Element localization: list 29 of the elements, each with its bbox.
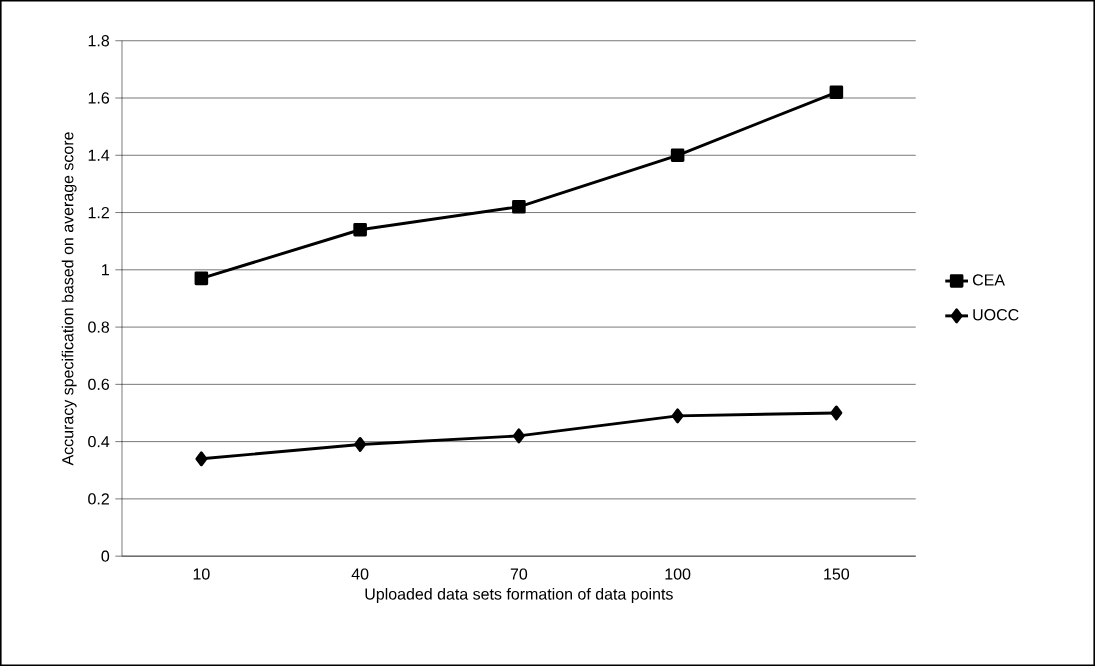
point (353, 222, 367, 237)
point (195, 451, 208, 467)
point (670, 148, 685, 162)
legend-label: CEA (972, 274, 1005, 286)
x-tick-label: 40 (351, 568, 369, 580)
y-tick-label: 0.8 (88, 321, 110, 333)
y-tick-label: 1.6 (88, 92, 110, 104)
x-tick-label: 10 (193, 568, 210, 580)
x-tick-label: 100 (665, 568, 691, 580)
y-tick-label: 1.2 (88, 206, 109, 219)
point (512, 428, 525, 444)
point (194, 271, 209, 286)
y-tick-label: 0.2 (88, 493, 109, 505)
x-tick-label: 150 (824, 568, 850, 580)
y-tick-label: 1.8 (88, 35, 110, 47)
y-tick-label: 1 (102, 264, 109, 276)
y-axis-title: Accuracy specification based on average score (61, 132, 77, 466)
y-tick-label: 0.6 (88, 378, 110, 390)
legend-label: UOCC (973, 309, 1019, 321)
point (354, 436, 367, 452)
point (829, 85, 844, 100)
point (830, 405, 843, 421)
y-tick-label: 1.4 (88, 149, 110, 161)
point (671, 408, 684, 424)
point (512, 199, 526, 214)
x-axis-title: Uploaded data sets formation of data points (365, 587, 673, 603)
y-tick-label: 0.4 (88, 435, 110, 448)
x-tick-label: 70 (510, 568, 528, 580)
y-tick-label: 0 (101, 550, 110, 562)
